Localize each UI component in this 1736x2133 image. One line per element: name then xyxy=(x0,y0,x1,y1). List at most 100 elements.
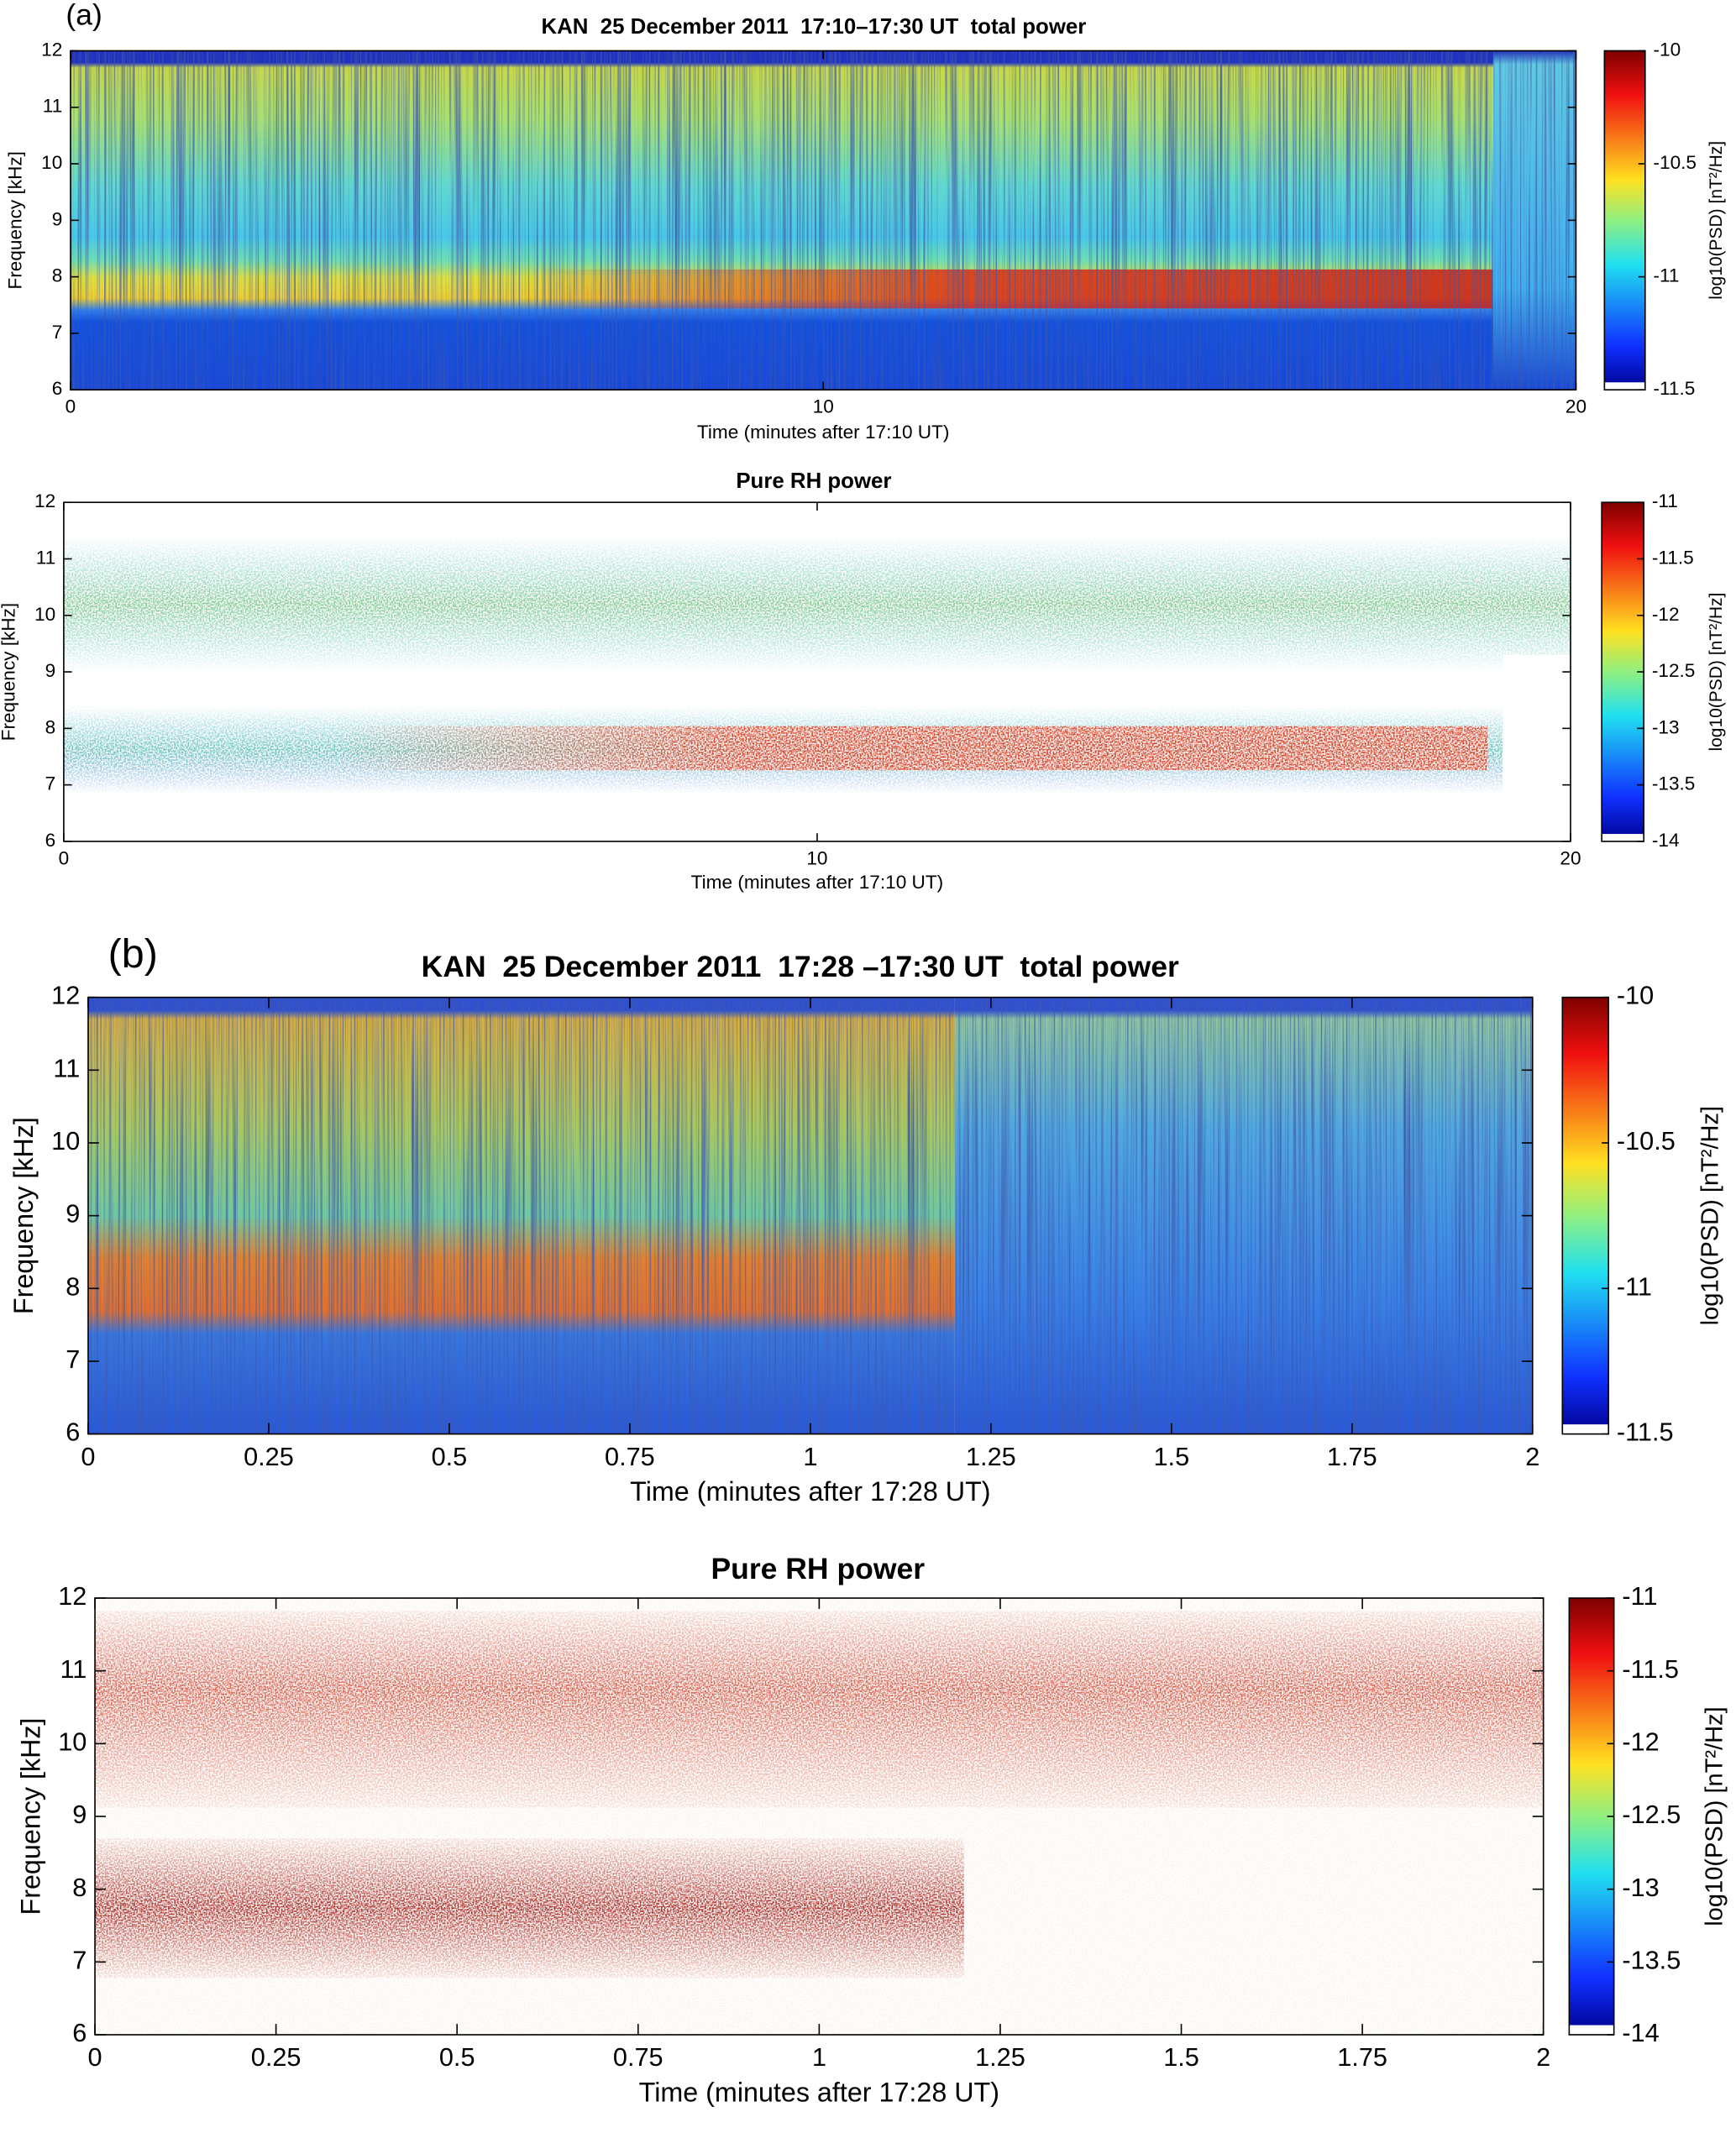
panel-label: (b) xyxy=(108,931,158,977)
y-tick-label: 11 xyxy=(43,96,62,117)
y-tick-label: 7 xyxy=(72,1945,87,1974)
colorbar-tick-label: -14 xyxy=(1652,830,1680,851)
colorbar-frame xyxy=(1603,50,1646,391)
y-tick-label: 6 xyxy=(52,378,63,399)
x-axis-label: Time (minutes after 17:28 UT) xyxy=(630,1476,990,1507)
y-tick-label: 10 xyxy=(34,604,55,625)
x-tick-label: 1.5 xyxy=(1154,1442,1190,1471)
colorbar-gradient xyxy=(1602,502,1644,841)
colorbar-tick-label: -11 xyxy=(1617,1271,1652,1301)
panel-label: (a) xyxy=(66,0,102,32)
x-axis-label: Time (minutes after 17:10 UT) xyxy=(691,872,944,893)
x-tick-label: 1.75 xyxy=(1337,2042,1387,2072)
y-tick-label: 9 xyxy=(45,660,56,681)
colorbar-tick-label: -10.5 xyxy=(1653,152,1697,173)
x-tick-label: 1.25 xyxy=(975,2042,1025,2072)
colorbar-tick-label: -11.5 xyxy=(1653,378,1695,399)
y-tick-label: 9 xyxy=(66,1199,80,1229)
x-tick-label: 1.5 xyxy=(1163,2042,1199,2072)
x-tick-label: 20 xyxy=(1560,847,1581,868)
x-tick-label: 0.5 xyxy=(439,2042,475,2072)
colorbar-gradient xyxy=(1562,997,1609,1434)
spectrogram-image xyxy=(63,502,1571,841)
x-axis-label: Time (minutes after 17:10 UT) xyxy=(697,422,950,443)
colorbar-end xyxy=(1562,1424,1609,1434)
spectrogram-image xyxy=(87,997,1533,1434)
colorbar-tick-label: -11 xyxy=(1622,1581,1657,1611)
y-tick-label: 9 xyxy=(72,1800,87,1829)
chart-title: Pure RH power xyxy=(711,1552,925,1585)
colorbar-tick-label: -12 xyxy=(1652,604,1680,625)
y-tick-label: 7 xyxy=(52,322,63,343)
y-tick-label: 12 xyxy=(51,981,80,1010)
colorbar-label: log10(PSD) [nT²/Hz] xyxy=(1707,593,1726,752)
colorbar-gradient xyxy=(1569,1598,1614,2035)
x-tick-label: 0.25 xyxy=(244,1442,294,1471)
y-tick-label: 10 xyxy=(41,152,62,173)
chart-title: KAN 25 December 2011 17:10–17:30 UT tota… xyxy=(541,15,1086,39)
colorbar-tick-label: -11.5 xyxy=(1652,547,1694,568)
x-tick-label: 0.5 xyxy=(432,1442,468,1471)
colorbar-tick-label: -11.5 xyxy=(1622,1654,1679,1684)
y-tick-label: 12 xyxy=(58,1581,87,1611)
x-tick-label: 0 xyxy=(88,2042,102,2072)
colorbar-label: log10(PSD) [nT²/Hz] xyxy=(1697,1106,1724,1326)
y-tick-label: 7 xyxy=(45,773,56,794)
colorbar-tick-label: -11 xyxy=(1652,490,1678,511)
colorbar-tick-label: -11.5 xyxy=(1617,1418,1674,1447)
y-tick-label: 10 xyxy=(58,1727,87,1756)
y-tick-label: 8 xyxy=(45,716,56,737)
colorbar-tick-label: -13 xyxy=(1622,1873,1659,1902)
y-tick-label: 11 xyxy=(53,1053,80,1082)
y-axis-label: Frequency [kHz] xyxy=(0,603,18,741)
colorbar-tick-label: -12.5 xyxy=(1622,1800,1681,1829)
colorbar-tick-label: -14 xyxy=(1622,2018,1659,2047)
x-tick-label: 0.25 xyxy=(251,2042,302,2072)
chart-title: Pure RH power xyxy=(736,469,891,493)
colorbar-tick-label: -13.5 xyxy=(1622,1945,1681,1974)
y-tick-label: 8 xyxy=(66,1271,80,1301)
x-tick-label: 0 xyxy=(81,1442,95,1471)
x-tick-label: 10 xyxy=(806,847,827,868)
y-tick-label: 11 xyxy=(60,1654,87,1684)
colorbar-tick-label: -13 xyxy=(1652,716,1680,737)
spectrogram-image xyxy=(95,1598,1544,2035)
y-tick-label: 6 xyxy=(66,1418,80,1447)
colorbar-gradient xyxy=(1604,50,1645,390)
x-tick-label: 0 xyxy=(59,847,70,868)
y-tick-label: 8 xyxy=(72,1873,87,1902)
y-tick-label: 6 xyxy=(45,830,56,851)
spectrogram-image xyxy=(70,50,1576,390)
x-tick-label: 0 xyxy=(66,396,76,417)
x-tick-label: 10 xyxy=(813,396,834,417)
y-tick-label: 6 xyxy=(72,2018,87,2047)
chart-title: KAN 25 December 2011 17:28 –17:30 UT tot… xyxy=(422,950,1179,983)
y-axis-label: Frequency [kHz] xyxy=(15,1717,45,1915)
x-tick-label: 1 xyxy=(812,2042,826,2072)
y-tick-label: 10 xyxy=(51,1126,80,1156)
x-tick-label: 2 xyxy=(1525,1442,1539,1471)
colorbar-tick-label: -10.5 xyxy=(1617,1126,1676,1156)
colorbar-label: log10(PSD) [nT²/Hz] xyxy=(1707,141,1726,300)
colorbar-tick-label: -12 xyxy=(1622,1727,1659,1756)
colorbar-tick-label: -11 xyxy=(1653,265,1679,286)
colorbar-label: log10(PSD) [nT²/Hz] xyxy=(1701,1706,1728,1926)
colorbar-end xyxy=(1569,2025,1614,2035)
x-axis-label: Time (minutes after 17:28 UT) xyxy=(639,2078,999,2108)
colorbar-tick-label: -10 xyxy=(1653,39,1681,60)
colorbar-tick-label: -13.5 xyxy=(1652,773,1696,794)
colorbar-end xyxy=(1604,382,1645,390)
colorbar-tick-label: -10 xyxy=(1617,981,1654,1010)
x-tick-label: 1.75 xyxy=(1327,1442,1377,1471)
colorbar-frame xyxy=(1561,996,1610,1435)
y-tick-label: 8 xyxy=(52,265,63,286)
y-tick-label: 7 xyxy=(66,1344,80,1374)
y-axis-label: Frequency [kHz] xyxy=(4,151,25,289)
x-tick-label: 0.75 xyxy=(605,1442,655,1471)
y-axis-label: Frequency [kHz] xyxy=(8,1117,39,1314)
y-tick-label: 12 xyxy=(41,39,62,60)
x-tick-label: 20 xyxy=(1566,396,1587,417)
x-tick-label: 1 xyxy=(803,1442,817,1471)
